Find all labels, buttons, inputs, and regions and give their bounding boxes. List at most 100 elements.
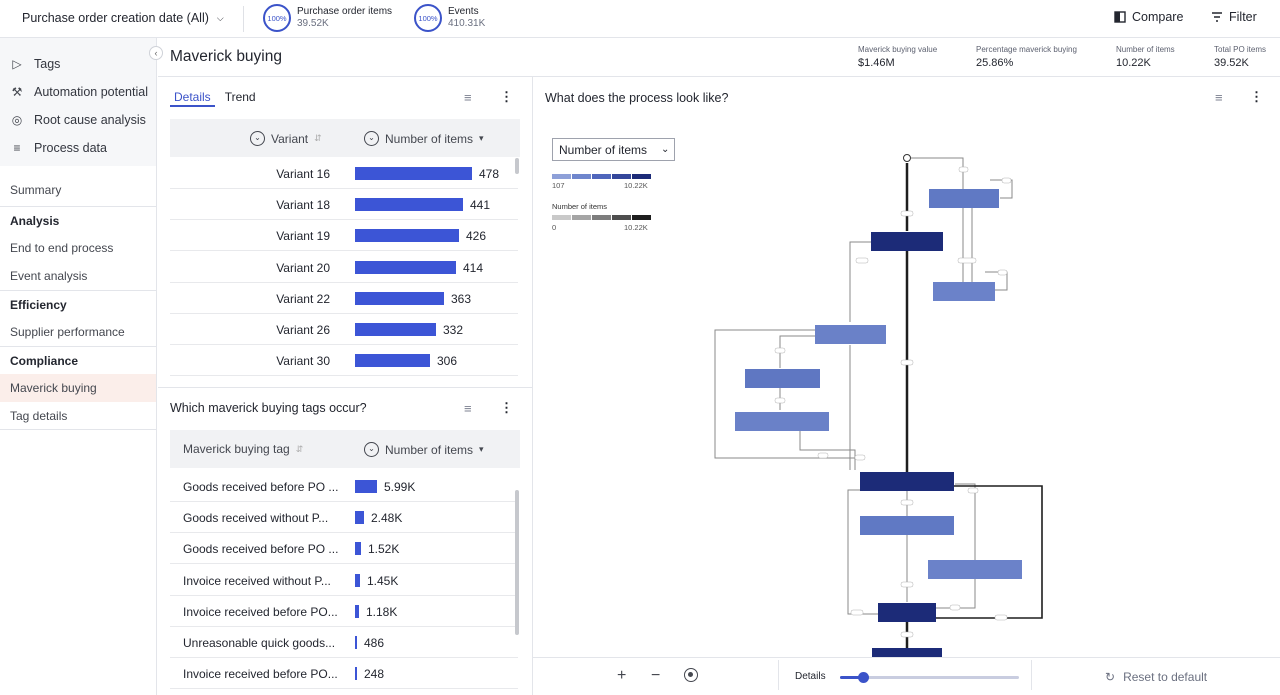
detail-slider-thumb[interactable] xyxy=(858,672,869,683)
column-label: Variant xyxy=(271,131,309,146)
filter-icon[interactable]: ≡ xyxy=(464,401,472,416)
row-value: 5.99K xyxy=(384,480,416,494)
table-row[interactable]: Variant 26 332 xyxy=(170,314,518,345)
recenter-icon[interactable] xyxy=(684,668,698,682)
kpi-label: Number of items xyxy=(1116,45,1175,54)
variant-column-header[interactable]: ⌄ Variant ⇵ xyxy=(250,131,322,146)
row-value: 248 xyxy=(364,667,385,682)
activity-node[interactable] xyxy=(860,472,954,491)
activity-node[interactable] xyxy=(860,516,954,535)
sidebar-item-event-analysis[interactable]: Event analysis xyxy=(10,269,88,283)
sidebar-item-automation[interactable]: ⚒ Automation potential xyxy=(0,78,156,106)
kpi-maverick-pct: Percentage maverick buying 25.86% xyxy=(976,44,1077,71)
row-bar xyxy=(355,480,377,493)
table-row[interactable]: Variant 30 306 xyxy=(170,345,518,377)
top-bar: Purchase order creation date (All) ⌵ 100… xyxy=(0,0,1280,38)
divider xyxy=(532,77,533,695)
table-row[interactable]: Unreasonable quick goods... 486 xyxy=(170,627,518,658)
sidebar-tools: ▷ Tags ⚒ Automation potential ◎ Root cau… xyxy=(0,38,156,166)
edge-count-label xyxy=(949,604,961,611)
date-filter-dropdown[interactable]: Purchase order creation date (All) ⌵ xyxy=(22,11,224,25)
more-options-icon[interactable]: ⋮ xyxy=(1250,89,1263,104)
sidebar: ▷ Tags ⚒ Automation potential ◎ Root cau… xyxy=(0,38,157,695)
activity-node[interactable] xyxy=(933,282,995,301)
zoom-in-icon[interactable]: + xyxy=(617,667,627,684)
table-row[interactable]: Variant 19 426 xyxy=(170,220,518,252)
table-row[interactable]: Variant 20 414 xyxy=(170,252,518,283)
zoom-out-icon[interactable]: − xyxy=(651,667,661,684)
filter-icon[interactable]: ≡ xyxy=(464,90,472,105)
table-row[interactable]: Goods received before PO ... 1.52K xyxy=(170,533,518,565)
sidebar-item-process-data[interactable]: ≡ Process data xyxy=(0,134,156,162)
table-row[interactable]: Invoice received before PO... 248 xyxy=(170,658,518,690)
sort-icon: ⇵ xyxy=(295,443,304,454)
activity-node[interactable] xyxy=(929,189,999,208)
edge-count-label xyxy=(994,614,1008,621)
sidebar-item-tags[interactable]: ▷ Tags xyxy=(0,50,156,78)
activity-node[interactable] xyxy=(872,648,942,657)
more-options-icon[interactable]: ⋮ xyxy=(500,400,513,415)
chevron-down-icon: ⌵ xyxy=(216,12,224,23)
items-column-header[interactable]: ⌄ Number of items ▾ xyxy=(364,442,484,457)
process-edge xyxy=(955,483,976,560)
filter-icon[interactable]: ≡ xyxy=(1215,90,1223,105)
table-row[interactable]: Invoice received before PO... 1.18K xyxy=(170,596,518,627)
edge-count-label xyxy=(900,359,914,366)
map-toolbar: + − Details ↻ Reset to default xyxy=(533,657,1280,695)
row-value: 2.48K xyxy=(371,511,403,526)
table-row[interactable]: Variant 22 363 xyxy=(170,283,518,314)
tags-section-title: Which maverick buying tags occur? xyxy=(170,401,367,415)
sidebar-item-maverick-buying[interactable]: Maverick buying xyxy=(0,374,156,402)
sidebar-item-tag-details[interactable]: Tag details xyxy=(0,402,156,430)
divider xyxy=(158,76,1280,77)
metric-dropdown[interactable]: Number of items ⌄ xyxy=(552,138,675,161)
table-row[interactable]: Variant 18 441 xyxy=(170,189,518,221)
activity-node[interactable] xyxy=(871,232,943,251)
kpi-value: 25.86% xyxy=(976,57,1014,69)
process-edge xyxy=(985,271,1008,291)
activity-node[interactable] xyxy=(735,412,829,431)
sidebar-item-root-cause[interactable]: ◎ Root cause analysis xyxy=(0,106,156,134)
detail-slider-track[interactable] xyxy=(840,672,1019,683)
table-row[interactable]: Goods received without P... 2.48K xyxy=(170,502,518,534)
legend-max: 10.22K xyxy=(624,181,648,190)
robot-arm-icon: ⚒ xyxy=(11,85,23,99)
reset-button[interactable]: ↻ Reset to default xyxy=(1105,670,1207,684)
edge-count-label xyxy=(900,581,914,588)
tag-column-header[interactable]: Maverick buying tag ⇵ xyxy=(183,442,303,456)
activity-node[interactable] xyxy=(878,603,936,622)
events-gauge: 100% Events 410.31K xyxy=(414,4,485,32)
sidebar-item-end-to-end[interactable]: End to end process xyxy=(10,241,114,255)
collapse-sidebar-icon[interactable]: ‹ xyxy=(149,46,163,60)
kpi-label: Total PO items xyxy=(1214,45,1267,54)
edge-count-label xyxy=(855,257,869,264)
activity-node[interactable] xyxy=(745,369,820,388)
detail-slider-fill xyxy=(840,676,863,679)
tab-trend[interactable]: Trend xyxy=(224,90,256,104)
process-graph[interactable] xyxy=(533,145,1280,657)
compare-button[interactable]: Compare xyxy=(1114,10,1183,24)
row-bar xyxy=(355,323,436,336)
process-map-title: What does the process look like? xyxy=(545,91,729,105)
more-options-icon[interactable]: ⋮ xyxy=(500,89,513,104)
table-row[interactable]: Goods received before PO ... 5.99K xyxy=(170,471,518,502)
table-row[interactable]: Variant 16 478 xyxy=(170,158,518,189)
filter-button[interactable]: Filter xyxy=(1211,10,1257,24)
filter-label: Filter xyxy=(1229,10,1257,24)
sidebar-section-compliance: Compliance xyxy=(0,346,156,374)
edge-count-label xyxy=(997,269,1008,276)
legend-swatch xyxy=(612,215,631,220)
items-column-header[interactable]: ⌄ Number of items ▾ xyxy=(364,131,484,146)
process-start-node[interactable] xyxy=(903,154,911,162)
activity-node[interactable] xyxy=(815,325,886,344)
scrollbar[interactable] xyxy=(515,158,519,174)
row-bar xyxy=(355,636,357,649)
tab-details[interactable]: Details xyxy=(170,90,215,107)
scrollbar[interactable] xyxy=(515,490,519,635)
process-edge xyxy=(849,241,907,322)
sidebar-item-supplier-performance[interactable]: Supplier performance xyxy=(10,325,125,339)
activity-node[interactable] xyxy=(928,560,1022,579)
sidebar-item-summary[interactable]: Summary xyxy=(10,183,62,197)
legend-swatch xyxy=(552,215,571,220)
table-row[interactable]: Invoice received without P... 1.45K xyxy=(170,565,518,596)
